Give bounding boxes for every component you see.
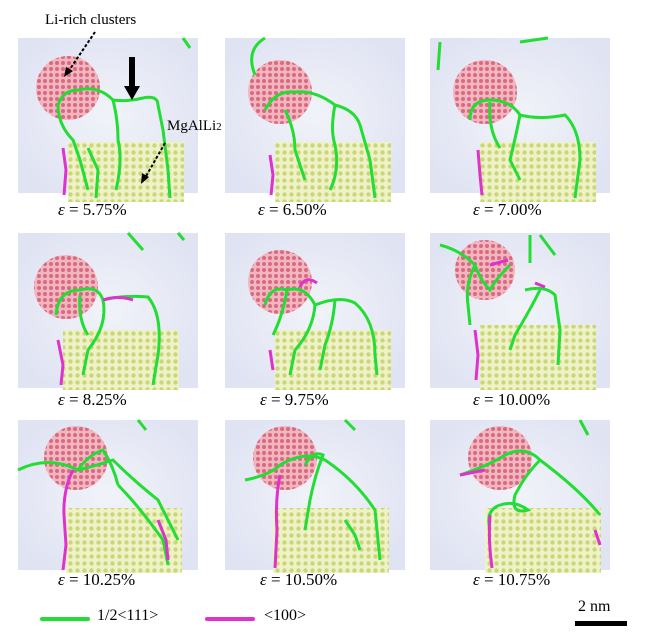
snapshot-panel-4: ε = 8.25% xyxy=(18,225,218,409)
li-rich-clusters-label: Li-rich clusters xyxy=(45,12,137,28)
snapshot-panel-2: ε = 6.50% xyxy=(225,30,425,219)
strain-label: ε = 6.50% xyxy=(258,200,327,219)
snapshot-panel-3: ε = 7.00% xyxy=(430,30,630,219)
strain-label: ε = 9.75% xyxy=(260,390,329,409)
snapshot-7-image xyxy=(17,419,198,573)
snapshot-2-image xyxy=(225,36,405,202)
snapshot-panel-7: ε = 10.25% xyxy=(17,419,218,589)
strain-label: ε = 10.00% xyxy=(473,390,551,409)
snapshot-5-image xyxy=(225,233,405,390)
snapshot-panel-9: ε = 10.75% xyxy=(430,419,630,589)
strain-label: ε = 10.75% xyxy=(473,570,551,589)
down-arrow-head xyxy=(124,86,140,100)
snapshot-6-image xyxy=(430,233,610,390)
snapshot-1-image xyxy=(18,37,198,202)
cluster-arrowhead xyxy=(64,67,73,77)
snapshot-3-image xyxy=(430,36,610,202)
snapshot-4-image xyxy=(18,232,198,390)
snapshot-panel-5: ε = 9.75% xyxy=(225,225,425,409)
snapshot-9-image xyxy=(430,419,610,573)
scale-bar xyxy=(575,621,627,626)
precipitate-arrowhead xyxy=(141,173,149,184)
strain-label: ε = 10.25% xyxy=(58,570,136,589)
legend-swatch-111 xyxy=(40,617,90,621)
snapshot-panel-8: ε = 10.50% xyxy=(225,418,425,589)
strain-label: ε = 10.50% xyxy=(260,570,338,589)
strain-label: ε = 5.75% xyxy=(58,200,127,219)
snapshot-panel-6: ε = 10.00% xyxy=(430,225,630,409)
cluster-arrow xyxy=(67,31,96,73)
snapshot-panel-1: ε = 5.75% xyxy=(18,30,218,219)
precipitate-label: MgAlLi2 xyxy=(167,118,222,134)
strain-label: ε = 8.25% xyxy=(58,390,127,409)
legend-label-100: <100> xyxy=(264,607,307,624)
snapshot-8-image xyxy=(225,418,405,573)
strain-label: ε = 7.00% xyxy=(473,200,542,219)
li-rich-cluster xyxy=(36,56,100,120)
precipitate-arrow xyxy=(144,142,166,179)
scale-bar-label: 2 nm xyxy=(578,598,611,615)
legend-label-111: 1/2<111> xyxy=(97,607,159,624)
legend-swatch-100 xyxy=(205,617,255,621)
